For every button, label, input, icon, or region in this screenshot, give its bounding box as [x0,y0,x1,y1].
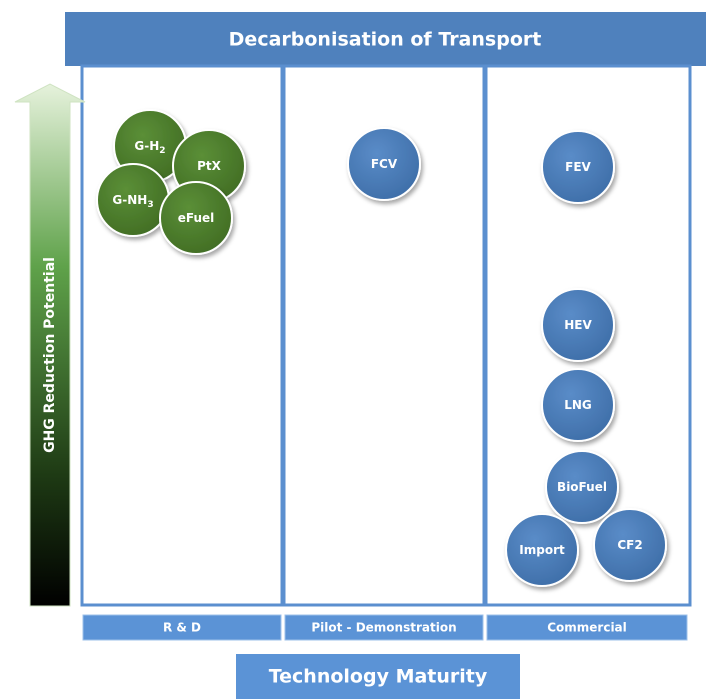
node-circle [545,450,619,524]
node-label: LNG [564,398,592,412]
node-label: HEV [564,318,592,332]
node-label-text: LNG [564,398,592,412]
x-axis-label: Technology Maturity [269,666,488,688]
column-label-box [486,614,688,641]
y-axis-label: GHG Reduction Potential [42,257,58,453]
column-label: R & D [163,621,201,635]
node-label-text: HEV [564,318,592,332]
column-label: Commercial [547,621,627,635]
node-label-text: G-H [134,139,159,153]
node-label-sub: 3 [147,200,153,210]
node-circle [541,130,615,204]
nodes: G-H2 PtX G-NH3 eFuel FCV FEV HEV LNG BioFuel Impo… [96,109,667,587]
node-label-text: FEV [565,160,591,174]
node-label: BioFuel [557,480,607,494]
node-label-text: BioFuel [557,480,607,494]
node-circle [541,288,615,362]
column-label-box [284,614,484,641]
node-label-text: G-NH [112,193,147,207]
node-label: Import [519,543,565,557]
node-label-sub: 2 [159,146,165,156]
node-label: eFuel [178,211,215,225]
node-label: G-NH3 [112,193,153,210]
node-label-text: eFuel [178,211,215,225]
node-label-text: FCV [371,157,398,171]
node-circle [159,181,233,255]
y-arrow [14,83,86,607]
x-axis-label-box [236,654,520,699]
node-label-text: Import [519,543,565,557]
column-label: Pilot - Demonstration [311,621,456,635]
node-label: G-H2 [134,139,165,156]
node-label: FCV [371,157,398,171]
node-circle [593,508,667,582]
title: Decarbonisation of Transport [229,29,542,51]
node-label: PtX [197,159,222,173]
node-circle [541,368,615,442]
node-circle [505,513,579,587]
node-label: CF2 [617,538,642,552]
node-label-text: CF2 [617,538,642,552]
title-bar [65,12,706,66]
node-circle [347,127,421,201]
node-label: FEV [565,160,591,174]
node-label-text: PtX [197,159,222,173]
column-label-box [82,614,282,641]
